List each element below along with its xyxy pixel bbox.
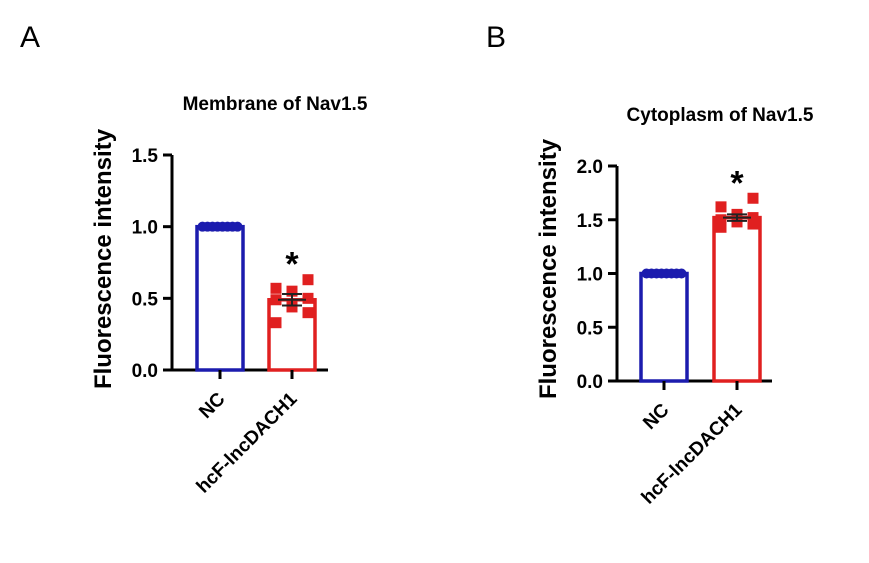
panel-a-bar-nc — [195, 224, 245, 372]
panel-b-y-axis-label: Fluorescence intensity — [535, 138, 562, 399]
panel-b-y-tick-label: 0.5 — [577, 318, 604, 339]
panel-b-bar-nc — [639, 271, 689, 383]
panel-b-y-tick-label: 1.0 — [577, 265, 603, 286]
panel-b-y-tick-label: 2.0 — [577, 157, 603, 178]
panel-b-letter: B — [486, 21, 506, 54]
panel-b-data-point-treatment — [715, 201, 727, 213]
panel-a-y-axis-label: Fluorescence intensity — [90, 128, 117, 389]
panel-b-x-tick-label: NC — [639, 399, 673, 433]
panel-a-data-point-treatment — [270, 294, 282, 306]
panel-a-title: Membrane of Nav1.5 — [183, 94, 368, 115]
panel-b-data-point-treatment — [747, 192, 759, 204]
panel-a-data-point-treatment — [270, 317, 282, 329]
panel-b-title: Cytoplasm of Nav1.5 — [627, 105, 814, 126]
panel-a-data-point-treatment — [302, 292, 314, 304]
panel-b-data-point-nc — [676, 268, 687, 279]
panel-a-significance-star: * — [285, 246, 299, 284]
panel-a-data-point-treatment — [302, 307, 314, 319]
panel-b-data-point-treatment — [747, 218, 759, 230]
panel-b-y-tick-label: 1.5 — [577, 211, 604, 232]
panel-a-x-tick-label: NC — [195, 388, 229, 422]
panel-a-data-point-treatment — [286, 285, 298, 297]
panel-a-y-tick-label: 0.5 — [132, 289, 159, 310]
panel-a-data-point-nc — [232, 221, 243, 232]
panel-a-y-tick-label: 1.5 — [132, 146, 159, 167]
panel-b: B Cytoplasm of Nav1.5 Fluorescence inten… — [486, 21, 814, 509]
panel-b-data-point-treatment — [715, 214, 727, 226]
panel-a-data-point-treatment — [302, 274, 314, 286]
panel-a: A Membrane of Nav1.5 Fluorescence intens… — [20, 21, 368, 498]
panel-b-y-tick-label: 0.0 — [577, 372, 603, 393]
panel-b-bar-treatment — [712, 215, 762, 383]
panel-a-y-tick-label: 0.0 — [132, 361, 158, 382]
panel-a-data-point-treatment — [270, 282, 282, 294]
panel-b-data-point-treatment — [747, 212, 759, 224]
panel-b-significance-star: * — [730, 164, 744, 202]
panel-b-data-point-treatment — [731, 216, 743, 228]
panel-a-letter: A — [20, 21, 40, 54]
panel-a-data-point-treatment — [286, 301, 298, 313]
panel-b-data-point-treatment — [715, 221, 727, 233]
panel-a-y-tick-label: 1.0 — [132, 218, 158, 239]
